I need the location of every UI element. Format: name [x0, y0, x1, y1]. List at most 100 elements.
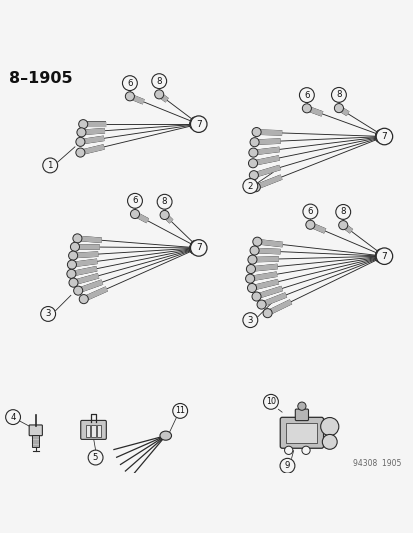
Text: 1: 1	[47, 161, 53, 170]
Circle shape	[189, 245, 197, 253]
Circle shape	[375, 253, 383, 261]
Circle shape	[242, 313, 257, 328]
Text: 7: 7	[381, 132, 387, 141]
Circle shape	[88, 450, 103, 465]
Circle shape	[189, 120, 197, 128]
Circle shape	[301, 104, 311, 113]
Circle shape	[189, 244, 197, 252]
Bar	[286, 423, 317, 443]
Circle shape	[331, 87, 346, 102]
Circle shape	[152, 74, 166, 88]
Circle shape	[76, 148, 85, 157]
Circle shape	[190, 246, 198, 254]
Circle shape	[284, 446, 292, 455]
Text: 4: 4	[10, 413, 16, 422]
Circle shape	[189, 245, 197, 253]
Text: 8: 8	[156, 77, 161, 86]
Text: 8: 8	[161, 197, 167, 206]
FancyBboxPatch shape	[280, 417, 323, 448]
Circle shape	[125, 92, 134, 101]
Text: 8: 8	[339, 207, 345, 216]
Text: 7: 7	[195, 244, 201, 253]
Circle shape	[189, 244, 197, 252]
Circle shape	[375, 252, 383, 261]
Circle shape	[375, 134, 383, 142]
Circle shape	[127, 193, 142, 208]
Circle shape	[190, 240, 206, 256]
Text: 8–1905: 8–1905	[9, 70, 72, 85]
Circle shape	[262, 309, 271, 318]
Circle shape	[249, 246, 259, 255]
Circle shape	[190, 240, 199, 248]
Circle shape	[69, 251, 78, 260]
Circle shape	[69, 278, 78, 287]
Circle shape	[245, 274, 254, 283]
Circle shape	[375, 254, 383, 262]
Circle shape	[301, 446, 309, 455]
Circle shape	[78, 119, 88, 128]
Circle shape	[172, 403, 187, 418]
Text: 3: 3	[247, 316, 252, 325]
Circle shape	[251, 183, 260, 192]
Circle shape	[334, 103, 343, 112]
Circle shape	[375, 130, 383, 138]
Text: 7: 7	[381, 252, 387, 261]
Text: 94308  1905: 94308 1905	[352, 459, 400, 468]
Circle shape	[375, 134, 383, 142]
Circle shape	[66, 269, 76, 278]
Circle shape	[190, 117, 198, 125]
Circle shape	[249, 138, 259, 147]
Circle shape	[242, 179, 257, 193]
Circle shape	[160, 211, 169, 220]
Circle shape	[189, 121, 197, 129]
Circle shape	[375, 253, 383, 261]
Text: 11: 11	[175, 407, 185, 415]
Circle shape	[189, 121, 197, 130]
Circle shape	[248, 159, 257, 168]
Circle shape	[190, 118, 198, 126]
Text: 6: 6	[304, 91, 309, 100]
Circle shape	[74, 286, 83, 295]
FancyBboxPatch shape	[294, 409, 308, 421]
Circle shape	[77, 128, 86, 137]
Circle shape	[375, 253, 383, 262]
Circle shape	[322, 434, 336, 449]
Circle shape	[40, 306, 55, 321]
Circle shape	[375, 131, 383, 139]
Circle shape	[375, 132, 383, 141]
Circle shape	[375, 250, 383, 259]
Circle shape	[190, 246, 198, 254]
Circle shape	[122, 76, 137, 91]
Circle shape	[190, 245, 198, 253]
Circle shape	[263, 394, 278, 409]
Circle shape	[256, 300, 266, 309]
Circle shape	[252, 292, 261, 301]
FancyBboxPatch shape	[81, 421, 106, 439]
Circle shape	[130, 209, 139, 219]
Circle shape	[79, 295, 88, 304]
Circle shape	[189, 120, 197, 128]
Circle shape	[297, 402, 305, 410]
Circle shape	[375, 133, 383, 142]
Circle shape	[190, 116, 206, 132]
Text: 2: 2	[247, 182, 252, 190]
Text: 10: 10	[265, 397, 275, 406]
FancyBboxPatch shape	[29, 425, 42, 435]
Circle shape	[248, 148, 257, 157]
Circle shape	[375, 133, 383, 141]
Circle shape	[320, 417, 338, 435]
Circle shape	[43, 158, 57, 173]
Circle shape	[299, 87, 313, 102]
Circle shape	[247, 284, 256, 293]
Circle shape	[279, 458, 294, 473]
Circle shape	[157, 195, 172, 209]
Bar	[85, 424, 90, 437]
Text: 5: 5	[93, 453, 98, 462]
Bar	[97, 424, 101, 437]
Circle shape	[335, 205, 350, 220]
Circle shape	[252, 237, 261, 246]
Text: 9: 9	[284, 461, 290, 470]
Circle shape	[375, 252, 383, 260]
Text: 6: 6	[132, 196, 138, 205]
Text: 6: 6	[127, 79, 132, 87]
